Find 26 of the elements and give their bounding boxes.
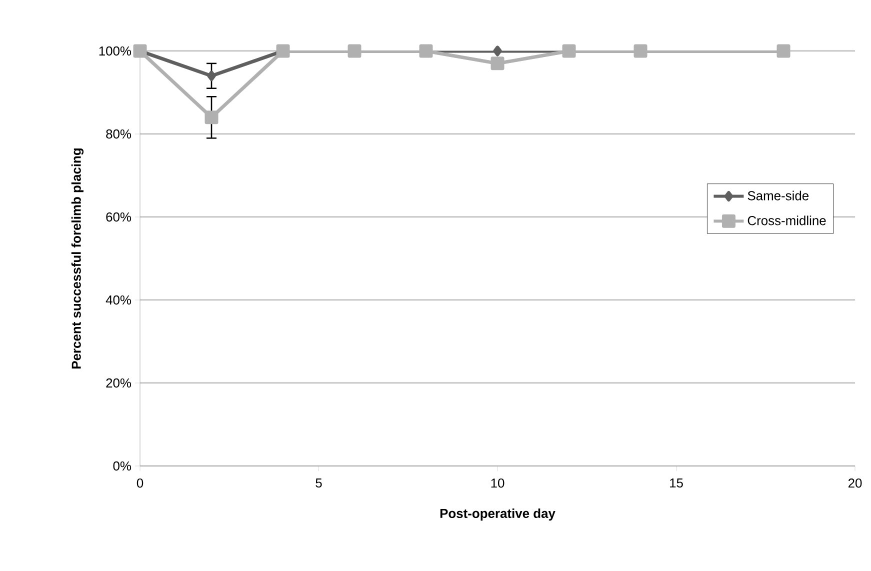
point bbox=[348, 44, 362, 58]
point bbox=[204, 110, 218, 124]
x-tick-label: 0 bbox=[136, 478, 144, 488]
point bbox=[490, 56, 504, 70]
y-axis-title: Percent successful forelimb placing bbox=[71, 148, 84, 368]
point bbox=[133, 44, 147, 58]
x-axis-title: Post-operative day bbox=[440, 508, 556, 521]
y-tick-label: 20% bbox=[106, 378, 132, 388]
legend-label: Same-side bbox=[748, 190, 809, 200]
y-tick-label: 0% bbox=[113, 461, 132, 471]
point bbox=[419, 44, 433, 58]
point bbox=[562, 44, 576, 58]
x-tick-label: 5 bbox=[316, 478, 322, 488]
y-tick-label: 40% bbox=[106, 295, 132, 305]
x-tick-label: 20 bbox=[848, 478, 862, 488]
legend-label: Cross-midline bbox=[748, 216, 826, 226]
y-tick-label: 100% bbox=[99, 46, 132, 56]
y-tick-label: 80% bbox=[106, 129, 132, 139]
y-tick-label: 60% bbox=[106, 212, 132, 222]
point bbox=[493, 46, 502, 56]
x-tick-label: 10 bbox=[491, 478, 504, 488]
point bbox=[207, 70, 216, 82]
point bbox=[776, 44, 790, 58]
point bbox=[634, 44, 648, 58]
x-tick-label: 15 bbox=[670, 478, 683, 488]
point bbox=[276, 44, 290, 58]
